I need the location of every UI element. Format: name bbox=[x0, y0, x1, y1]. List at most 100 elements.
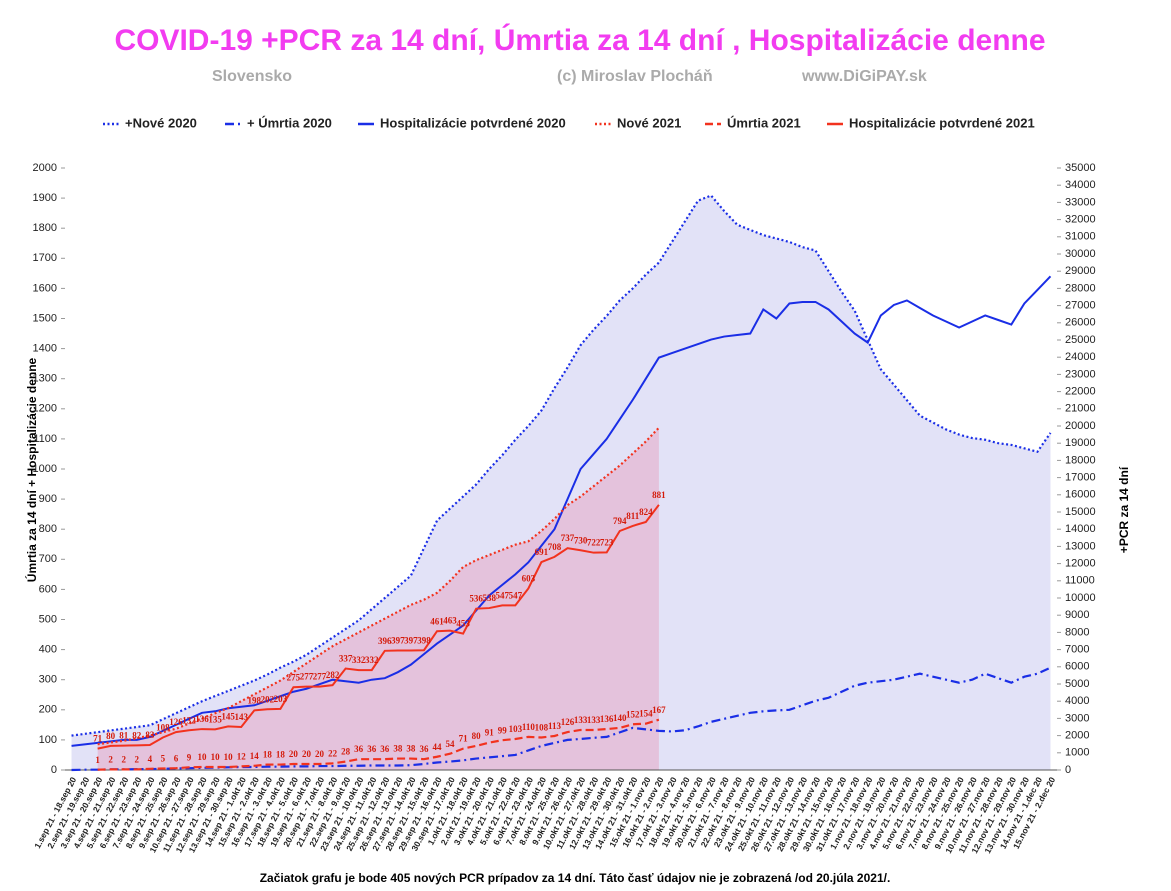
y2-tick-label: 10000 bbox=[1065, 592, 1096, 604]
data-label: 152 bbox=[626, 709, 640, 719]
data-label: 133 bbox=[574, 715, 588, 725]
data-label: 794 bbox=[613, 516, 627, 526]
data-label: 28 bbox=[341, 747, 351, 757]
y-tick-label: 1200 bbox=[33, 403, 57, 415]
subtitle: (c) Miroslav Plocháň bbox=[557, 68, 713, 85]
y2-tick-label: 5000 bbox=[1065, 678, 1089, 690]
data-label: 737 bbox=[561, 533, 575, 543]
data-label: 108 bbox=[535, 723, 549, 733]
data-label: 145 bbox=[221, 711, 235, 721]
y2-tick-label: 31000 bbox=[1065, 231, 1096, 243]
data-label: 547 bbox=[496, 590, 510, 600]
y2-tick-label: 2000 bbox=[1065, 730, 1089, 742]
y2-tick-label: 17000 bbox=[1065, 472, 1096, 484]
data-label: 4 bbox=[148, 754, 153, 764]
data-label: 6 bbox=[174, 753, 179, 763]
data-label: 143 bbox=[234, 712, 248, 722]
y2-tick-label: 6000 bbox=[1065, 661, 1089, 673]
data-label: 461 bbox=[430, 616, 444, 626]
data-label: 36 bbox=[354, 744, 364, 754]
data-label: 332 bbox=[365, 655, 379, 665]
data-label: 54 bbox=[446, 739, 456, 749]
area bbox=[71, 195, 1051, 770]
data-label: 110 bbox=[522, 722, 536, 732]
data-label: 36 bbox=[367, 744, 377, 754]
data-label: 198 bbox=[248, 695, 262, 705]
data-label: 723 bbox=[600, 537, 614, 547]
data-label: 2 bbox=[108, 754, 113, 764]
data-label: 10 bbox=[224, 752, 234, 762]
data-label: 2 bbox=[135, 754, 140, 764]
data-label: 36 bbox=[419, 744, 429, 754]
y-tick-label: 800 bbox=[39, 523, 57, 535]
data-label: 603 bbox=[522, 574, 536, 584]
data-label: 36 bbox=[380, 744, 390, 754]
y2-tick-label: 8000 bbox=[1065, 626, 1089, 638]
y2-tick-label: 20000 bbox=[1065, 420, 1096, 432]
y-tick-label: 400 bbox=[39, 644, 57, 656]
data-label: 5 bbox=[161, 754, 166, 764]
y2-tick-label: 23000 bbox=[1065, 368, 1096, 380]
legend-label: + Úmrtia 2020 bbox=[247, 115, 332, 130]
y2-tick-label: 15000 bbox=[1065, 506, 1096, 518]
data-label: 547 bbox=[509, 590, 523, 600]
subtitle: Slovensko bbox=[212, 68, 292, 85]
data-label: 12 bbox=[237, 751, 247, 761]
y2-axis-label: +PCR za 14 dní bbox=[1117, 466, 1131, 553]
y2-tick-label: 25000 bbox=[1065, 334, 1096, 346]
y2-tick-label: 19000 bbox=[1065, 437, 1096, 449]
y-tick-label: 2000 bbox=[33, 162, 57, 174]
y2-tick-label: 11000 bbox=[1065, 575, 1095, 587]
y2-tick-label: 18000 bbox=[1065, 454, 1096, 466]
data-label: 203 bbox=[274, 694, 288, 704]
y2-tick-label: 1000 bbox=[1065, 747, 1089, 759]
data-label: 80 bbox=[472, 731, 482, 741]
data-label: 730 bbox=[574, 535, 588, 545]
data-label: 14 bbox=[250, 751, 260, 761]
y-tick-label: 500 bbox=[39, 613, 57, 625]
data-label: 536 bbox=[469, 594, 483, 604]
line bbox=[97, 504, 660, 750]
data-label: 81 bbox=[119, 731, 129, 741]
chart-title: COVID-19 +PCR za 14 dní, Úmrtia za 14 dn… bbox=[114, 23, 1045, 57]
y-tick-label: 1100 bbox=[33, 433, 57, 445]
data-label: 99 bbox=[498, 725, 508, 735]
y-tick-label: 1500 bbox=[33, 312, 57, 324]
y2-tick-label: 16000 bbox=[1065, 489, 1096, 501]
data-label: 20 bbox=[315, 749, 325, 759]
data-label: 277 bbox=[313, 672, 327, 682]
data-label: 113 bbox=[548, 721, 562, 731]
y-tick-label: 1300 bbox=[33, 373, 57, 385]
y2-tick-label: 29000 bbox=[1065, 265, 1096, 277]
data-label: 398 bbox=[417, 635, 431, 645]
data-label: 337 bbox=[339, 654, 353, 664]
data-label: 453 bbox=[456, 619, 470, 629]
footnote: Začiatok grafu je bode 405 nových PCR pr… bbox=[260, 871, 891, 885]
y-tick-label: 100 bbox=[39, 734, 57, 746]
data-label: 44 bbox=[433, 742, 443, 752]
y-axis-label: Úmrtia za 14 dní + Hospitalizácie denne bbox=[24, 357, 39, 582]
y-tick-label: 1700 bbox=[33, 252, 57, 264]
data-label: 133 bbox=[587, 715, 601, 725]
data-label: 82 bbox=[132, 730, 142, 740]
y-tick-label: 1000 bbox=[33, 463, 57, 475]
data-label: 136 bbox=[600, 714, 614, 724]
data-label: 881 bbox=[652, 490, 666, 500]
data-label: 811 bbox=[626, 511, 640, 521]
area bbox=[97, 427, 659, 770]
y2-tick-label: 33000 bbox=[1065, 196, 1096, 208]
data-label: 332 bbox=[352, 655, 366, 665]
legend-label: Úmrtia 2021 bbox=[727, 115, 801, 130]
data-label: 396 bbox=[378, 636, 392, 646]
data-label: 80 bbox=[106, 731, 116, 741]
data-label: 22 bbox=[328, 748, 338, 758]
y-tick-label: 700 bbox=[39, 553, 57, 565]
data-label: 9 bbox=[187, 752, 192, 762]
y2-tick-label: 26000 bbox=[1065, 317, 1096, 329]
y2-tick-label: 34000 bbox=[1065, 179, 1096, 191]
y2-tick-label: 32000 bbox=[1065, 214, 1096, 226]
y2-tick-label: 7000 bbox=[1065, 644, 1089, 656]
y-tick-label: 1800 bbox=[33, 222, 57, 234]
data-label: 708 bbox=[548, 542, 562, 552]
